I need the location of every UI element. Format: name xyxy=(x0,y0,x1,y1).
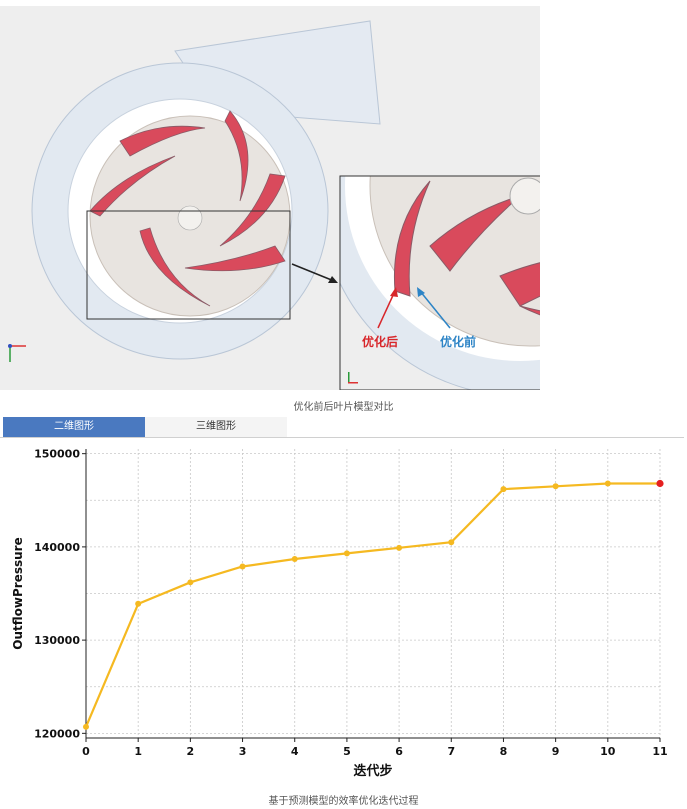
chart-grid xyxy=(85,449,661,738)
y-tick-label: 150000 xyxy=(34,448,80,461)
x-tick-label: 8 xyxy=(500,745,508,758)
x-tick-label: 1 xyxy=(134,745,142,758)
impeller-model-render: 优化后 优化前 xyxy=(0,6,540,390)
x-tick-label: 10 xyxy=(600,745,616,758)
chart-tab-bar: 二维图形 三维图形 xyxy=(0,417,684,438)
data-point xyxy=(396,544,403,551)
y-tick-label: 140000 xyxy=(34,541,80,554)
figure-caption-blade-comparison: 优化前后叶片模型对比 xyxy=(293,402,394,413)
x-tick-label: 5 xyxy=(343,745,351,758)
y-tick-label: 130000 xyxy=(34,634,80,647)
series-points xyxy=(83,479,664,730)
impeller-blades xyxy=(89,110,286,307)
tab-2d-chart[interactable]: 二维图形 xyxy=(3,417,145,437)
data-point xyxy=(187,579,194,586)
data-point xyxy=(343,550,350,557)
data-point xyxy=(291,556,298,563)
data-point xyxy=(552,483,559,490)
x-axis-label: 迭代步 xyxy=(353,763,392,779)
data-point-current xyxy=(656,479,664,488)
axis-triad-icon xyxy=(8,344,26,362)
chart-axes xyxy=(85,449,660,739)
zoom-region-box xyxy=(86,210,291,320)
data-point xyxy=(448,539,455,546)
x-tick-label: 3 xyxy=(239,745,247,758)
plot-area xyxy=(86,449,660,738)
x-tick-label: 9 xyxy=(552,745,560,758)
data-point xyxy=(135,600,142,607)
tab-3d-chart[interactable]: 三维图形 xyxy=(145,417,287,437)
x-tick-label: 7 xyxy=(447,745,455,758)
zoom-arrow-icon xyxy=(328,276,338,283)
data-point xyxy=(83,723,89,730)
x-tick-label: 6 xyxy=(395,745,403,758)
figure-caption-optimization-process: 基于预测模型的效率优化迭代过程 xyxy=(268,796,419,807)
x-tick-label: 0 xyxy=(82,745,90,758)
data-point xyxy=(604,480,611,487)
zoom-inset-frame xyxy=(339,175,540,390)
label-after-optimization: 优化后 xyxy=(362,334,398,349)
y-tick-label: 120000 xyxy=(34,727,80,740)
y-axis-label: OutflowPressure xyxy=(11,537,25,649)
x-tick-label: 11 xyxy=(652,745,667,758)
chart-ticks: 0 1 2 3 4 5 6 7 8 9 10 11 120000 130000 140000 150000 xyxy=(34,448,668,758)
series-line xyxy=(84,482,660,728)
x-tick-label: 2 xyxy=(187,745,195,758)
outflow-pressure-line-chart: 0 1 2 3 4 5 6 7 8 9 10 11 120000 130000 140000 150000 迭… xyxy=(11,448,668,779)
x-tick-label: 4 xyxy=(291,745,299,758)
data-point xyxy=(500,486,507,493)
data-point xyxy=(239,563,246,570)
label-before-optimization: 优化前 xyxy=(440,334,476,349)
